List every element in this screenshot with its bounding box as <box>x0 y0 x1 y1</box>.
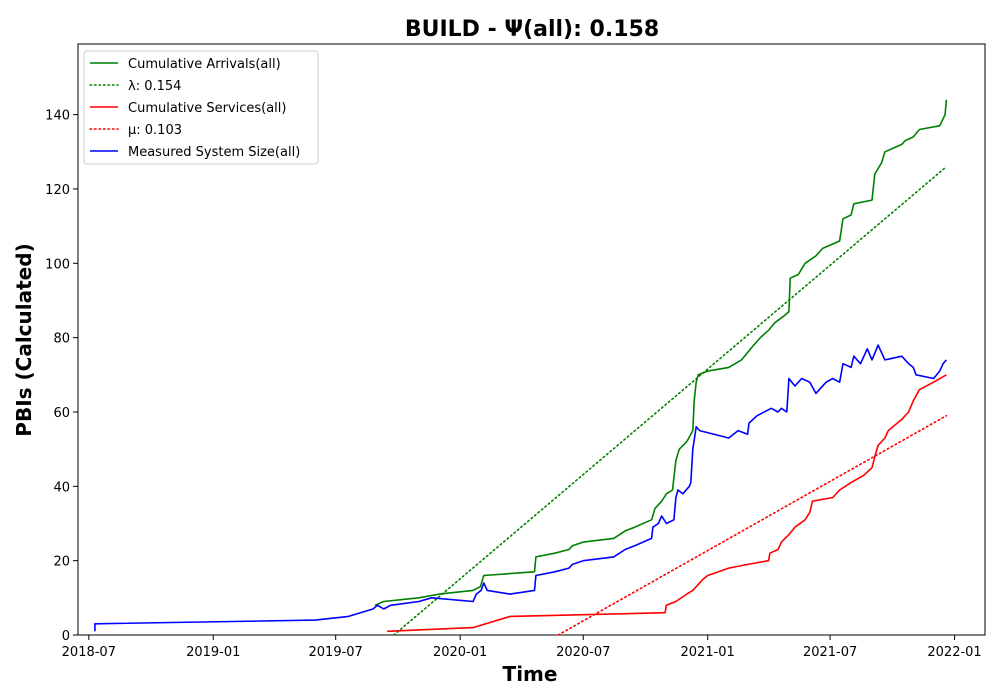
y-tick-label: 0 <box>62 629 70 644</box>
legend-label-0: Cumulative Arrivals(all) <box>128 57 281 72</box>
y-tick-label: 40 <box>53 480 70 495</box>
x-axis-label: Time <box>503 662 558 686</box>
y-tick-label: 20 <box>53 555 70 570</box>
y-tick-label: 140 <box>45 109 70 124</box>
y-tick-label: 100 <box>45 257 70 272</box>
x-axis: 2018-07 2019-01 2019-07 2020-01 2020-07 2021-… <box>62 635 982 660</box>
y-tick-label: 120 <box>45 183 70 198</box>
x-tick-label: 2021-01 <box>681 645 735 660</box>
x-tick-label: 2022-01 <box>927 645 981 660</box>
legend-label-2: Cumulative Services(all) <box>128 101 286 116</box>
x-tick-label: 2018-07 <box>62 645 116 660</box>
series-line-4 <box>94 344 948 632</box>
series-layer <box>94 99 948 636</box>
legend: Cumulative Arrivals(all) λ: 0.154 Cumulati… <box>83 50 319 165</box>
legend-label-1: λ: 0.154 <box>128 79 181 94</box>
legend-label-3: μ: 0.103 <box>128 123 182 138</box>
x-tick-label: 2020-07 <box>556 645 610 660</box>
legend-box <box>83 50 319 165</box>
y-tick-label: 60 <box>53 406 70 421</box>
series-line-0 <box>374 99 948 607</box>
x-tick-label: 2019-01 <box>186 645 240 660</box>
y-axis: 0 20 40 60 80 100 120 140 <box>45 109 78 644</box>
legend-label-4: Measured System Size(all) <box>128 145 300 160</box>
x-tick-label: 2021-07 <box>803 645 857 660</box>
x-tick-label: 2019-07 <box>309 645 363 660</box>
x-tick-label: 2020-01 <box>433 645 487 660</box>
y-axis-label: PBIs (Calculated) <box>12 243 36 436</box>
series-line-1 <box>393 165 948 636</box>
y-tick-label: 80 <box>53 332 70 347</box>
series-line-2 <box>387 374 947 633</box>
chart-title: BUILD - Ψ(all): 0.158 <box>405 17 659 42</box>
